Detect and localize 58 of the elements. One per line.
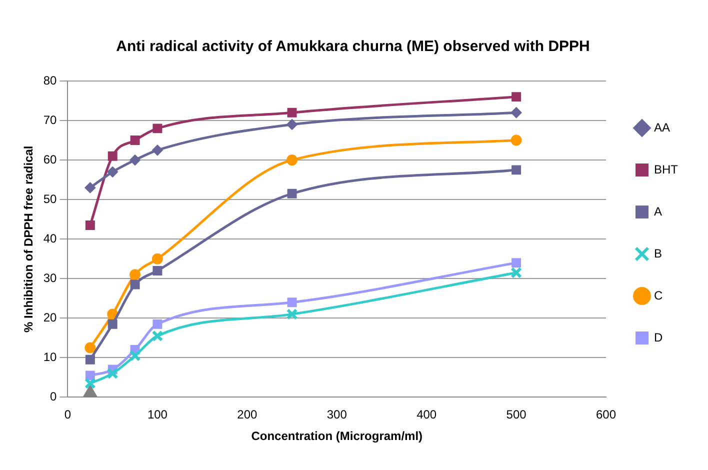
point [512, 258, 522, 268]
y-tick-label: 80 [43, 73, 58, 88]
legend-label: C [654, 288, 663, 302]
point [510, 134, 522, 146]
point [512, 165, 522, 175]
y-axis-title: % Inhibition of DPPH free radical [22, 146, 36, 332]
point [152, 253, 163, 264]
x-axis-title: Concentration (Microgram/ml) [251, 429, 423, 444]
y-tick-label: 0 [50, 390, 58, 404]
x-tick-label: 0 [64, 408, 72, 422]
legend-label: D [654, 330, 663, 344]
y-tick-label: 10 [43, 350, 58, 364]
y-tick-label: 40 [43, 231, 58, 246]
point [84, 182, 96, 194]
point [286, 118, 298, 130]
y-tick-label: 50 [43, 192, 58, 206]
point [129, 350, 141, 362]
point [84, 378, 96, 390]
y-tick-label: 70 [43, 112, 58, 127]
point [108, 151, 118, 161]
point [85, 220, 95, 230]
legend-label: AA [654, 120, 670, 134]
point [286, 308, 298, 320]
point [107, 166, 118, 178]
y-tick-label: 30 [43, 270, 58, 285]
point [512, 92, 522, 102]
point [152, 144, 163, 156]
point [152, 266, 162, 276]
point [84, 342, 96, 354]
point [287, 298, 297, 308]
chart-title: Anti radical activity of Amukkara churna (ME) observed with DPPH [116, 38, 590, 56]
point [510, 266, 522, 278]
x-tick-label: 600 [596, 408, 616, 422]
point [130, 154, 141, 166]
point [152, 124, 162, 134]
point [287, 188, 297, 198]
point [287, 108, 297, 118]
point [130, 269, 141, 280]
point [152, 330, 164, 342]
point [85, 370, 95, 380]
y-tick-label: 20 [43, 310, 58, 324]
point [106, 368, 118, 380]
point [510, 107, 522, 118]
point [130, 280, 140, 290]
legend-label: A [654, 204, 662, 218]
y-tick-label: 60 [43, 152, 58, 166]
point [130, 136, 140, 146]
x-tick-label: 300 [326, 408, 348, 422]
x-tick-label: 500 [506, 408, 527, 422]
point [108, 319, 118, 329]
point [85, 354, 95, 364]
x-tick-label: 100 [147, 408, 168, 422]
point [152, 319, 162, 329]
x-tick-label: 400 [416, 408, 437, 422]
x-tick-label: 200 [237, 408, 258, 422]
legend-label: B [654, 246, 662, 260]
legend-label: BHT [654, 162, 679, 176]
point [286, 154, 298, 166]
